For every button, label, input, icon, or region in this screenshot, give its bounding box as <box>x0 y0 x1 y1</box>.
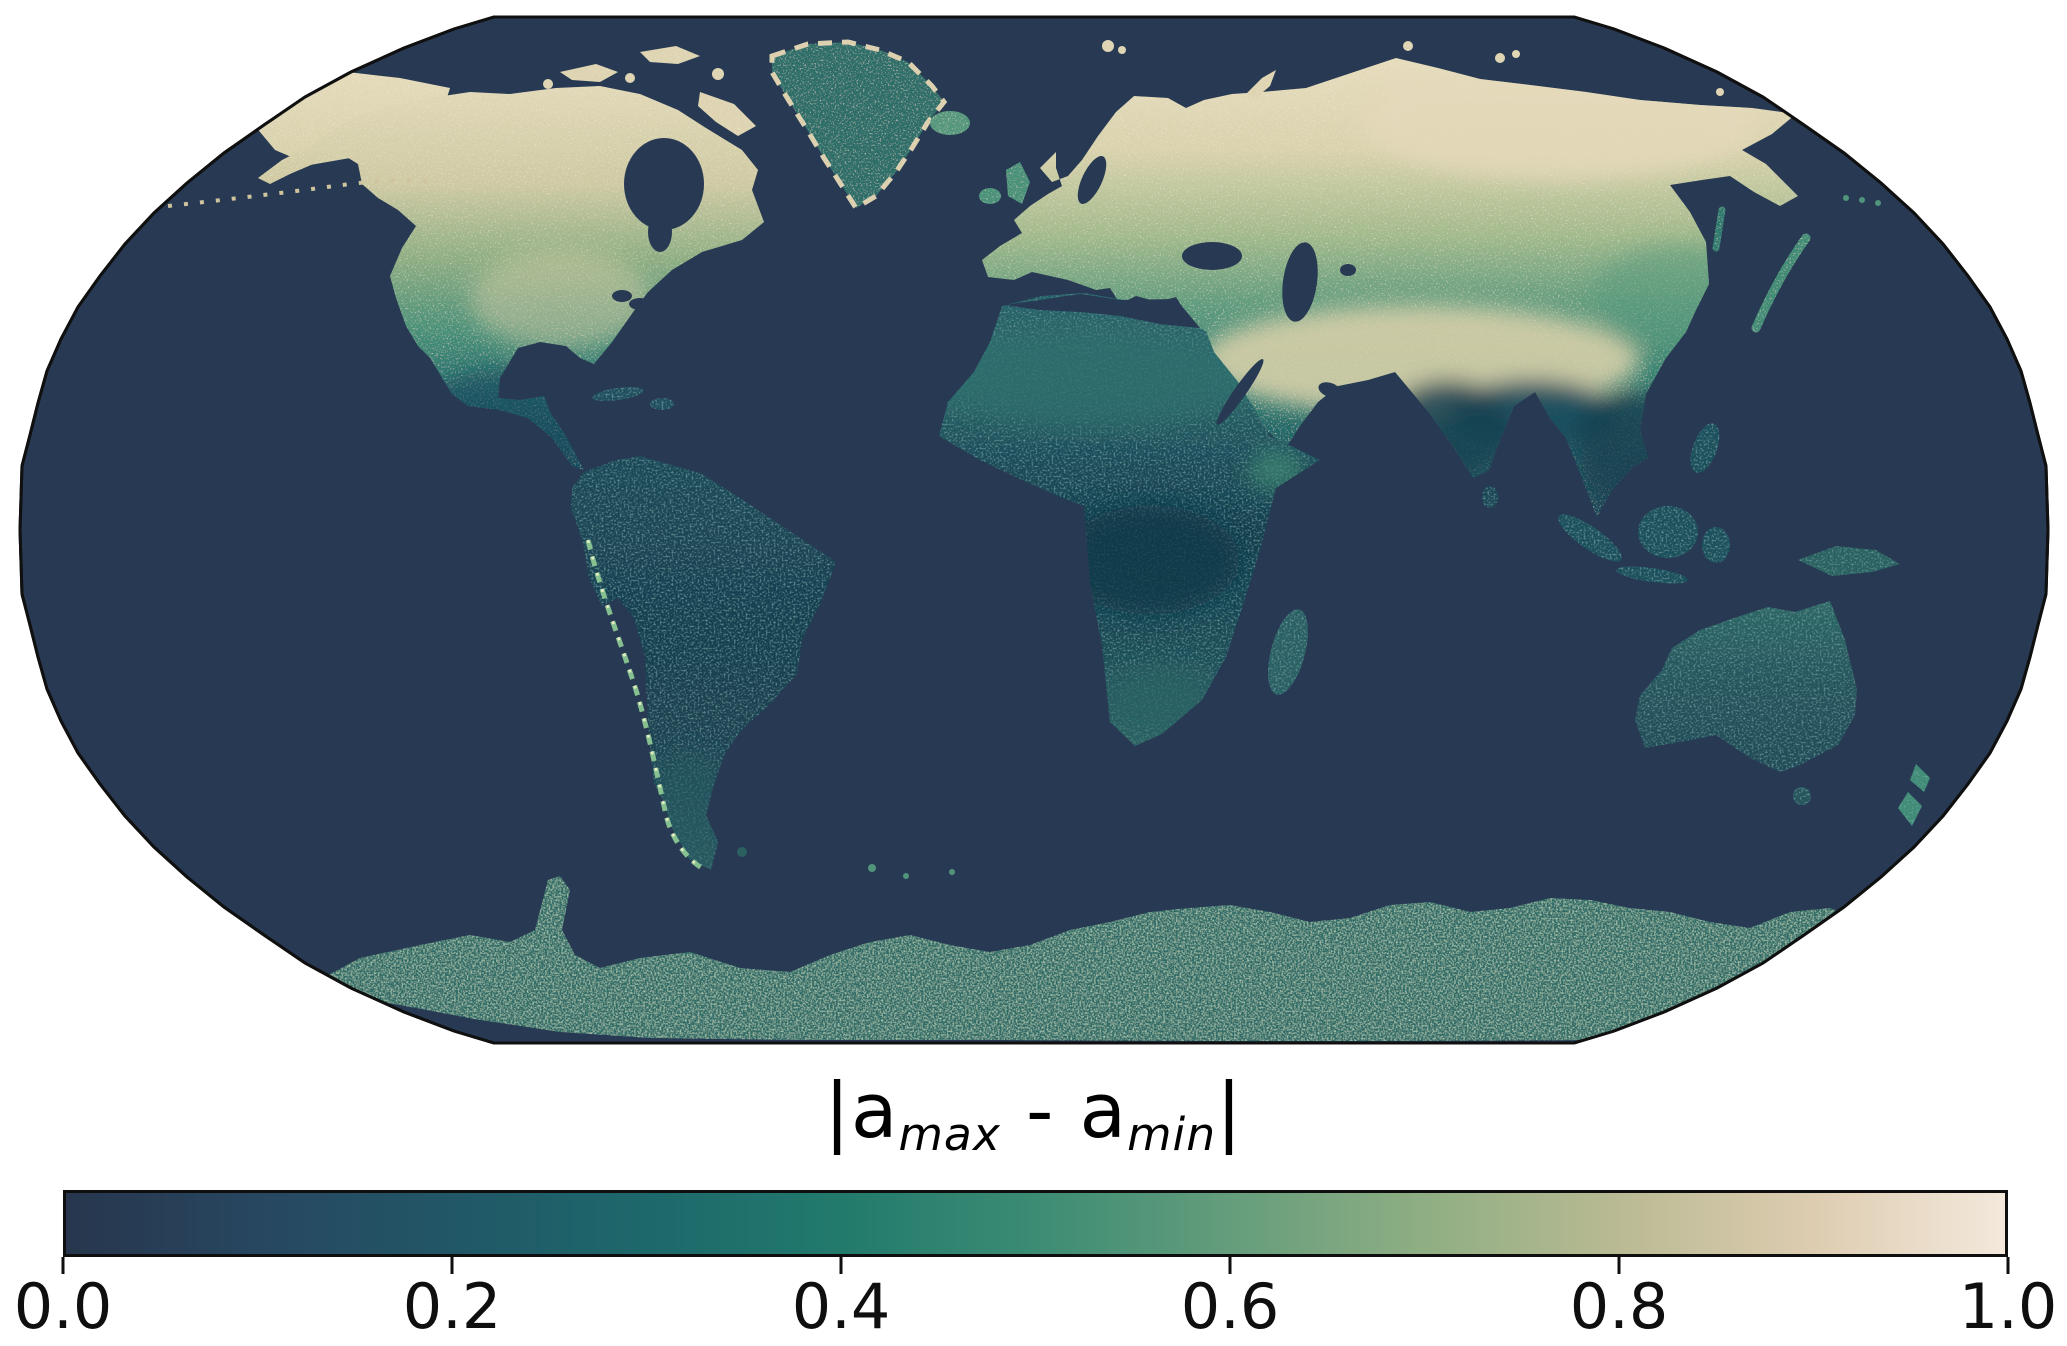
title-sub-min: min <box>1127 1107 1217 1161</box>
title-open: |a <box>824 1066 899 1155</box>
land-antarctica <box>310 876 1895 1041</box>
colorbar-tick <box>839 1257 843 1274</box>
james-bay <box>648 212 672 252</box>
title-minus: - a <box>1000 1066 1128 1155</box>
land-cuba <box>592 387 644 401</box>
land-tasmania <box>1793 787 1811 805</box>
land-britain <box>1006 162 1030 204</box>
land-hispaniola <box>650 398 674 410</box>
caspian-sea <box>1282 242 1318 322</box>
colorbar-tick <box>61 1257 65 1274</box>
inland-seas <box>612 138 1356 425</box>
colorbar-tick-label: 0.6 <box>1180 1270 1280 1343</box>
colorbar-tick-label: 0.0 <box>13 1270 113 1343</box>
tropical-landmasses <box>571 293 1930 870</box>
mediterranean-sea <box>1004 294 1200 328</box>
colorbar-gradient <box>63 1190 2008 1257</box>
land-sri-lanka <box>1482 486 1498 508</box>
colorbar-tick <box>2006 1257 2010 1274</box>
black-sea <box>1182 242 1242 270</box>
aleutian-islands <box>167 178 439 208</box>
pacific-islets <box>737 195 1881 879</box>
red-sea <box>1216 359 1264 425</box>
aral-sea <box>1340 264 1356 276</box>
colorbar-tick <box>1228 1257 1232 1274</box>
arctic-islands <box>543 40 1724 136</box>
title-sub-max: max <box>898 1107 1001 1161</box>
land-madagascar <box>1268 609 1308 695</box>
land-new-zealand <box>1898 764 1930 826</box>
andes-ridge-bright <box>586 539 703 870</box>
colorbar-tick <box>1617 1257 1621 1274</box>
land-new-guinea <box>1798 546 1900 576</box>
land-greenland <box>769 39 948 212</box>
land-indonesia <box>1558 423 1730 584</box>
title-close: | <box>1216 1066 1243 1155</box>
persian-gulf <box>1318 382 1342 398</box>
hudson-bay <box>624 138 704 230</box>
land-sakhalin <box>1712 206 1726 252</box>
baltic-sea <box>1077 156 1107 204</box>
colorbar-tick <box>450 1257 454 1274</box>
land-ireland <box>979 188 1001 204</box>
world-map <box>18 15 2050 1045</box>
world-map-panel <box>18 15 2050 1045</box>
colorbar-tick-label: 1.0 <box>1958 1270 2058 1343</box>
colorbar-tick-label: 0.8 <box>1569 1270 1669 1343</box>
highlight-chains <box>167 178 1881 879</box>
land-japan <box>1751 233 1811 333</box>
land-iceland <box>930 111 970 135</box>
figure-title: |amax - amin| <box>0 1056 2067 1166</box>
great-lakes <box>612 290 667 310</box>
colorbar-tick-label: 0.2 <box>402 1270 502 1343</box>
colorbar-tick-label: 0.4 <box>791 1270 891 1343</box>
